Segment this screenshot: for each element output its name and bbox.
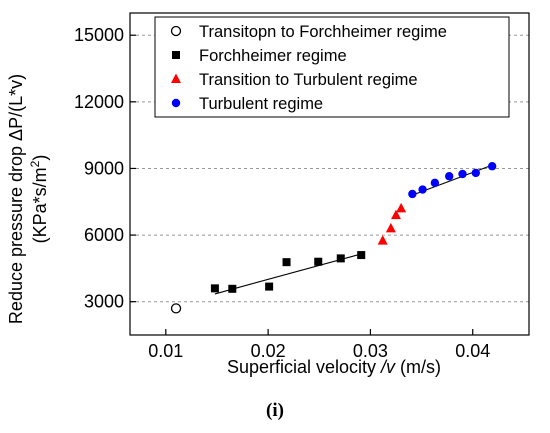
y-tick-label: 9000 <box>84 158 124 178</box>
x-axis-title: Superficial velocity /v (m/s) <box>227 357 441 377</box>
y-tick-label: 3000 <box>84 292 124 312</box>
legend-label: Transitopn to Forchheimer regime <box>199 23 447 41</box>
data-point <box>391 209 401 220</box>
x-tick-label: 0.03 <box>353 341 388 361</box>
data-point <box>385 222 396 233</box>
scatter-chart: 3000 6000 9000 12000 15000 0.01 0.02 0.03 0.04 T… <box>6 12 530 377</box>
x-tick-label: 0.04 <box>455 341 490 361</box>
data-point <box>430 178 440 188</box>
data-point <box>170 303 182 314</box>
data-point <box>458 169 467 179</box>
legend-box <box>154 16 510 118</box>
legend-marker <box>170 25 182 37</box>
data-point <box>396 202 407 213</box>
data-point <box>408 189 417 199</box>
data-point <box>336 254 345 263</box>
data-point <box>265 282 274 291</box>
y-tick-label: 15000 <box>74 25 124 45</box>
axis-ticks: 3000 6000 9000 12000 15000 0.01 0.02 0.03 0.04 <box>74 25 490 361</box>
data-points <box>170 162 497 314</box>
legend-label: Turbulent regime <box>199 95 323 113</box>
data-point <box>228 284 237 293</box>
data-point <box>357 251 366 260</box>
data-point <box>282 258 291 267</box>
fit-lines <box>214 164 493 295</box>
data-point <box>377 235 388 245</box>
legend-label: Forchheimer regime <box>199 47 347 65</box>
legend-marker <box>171 73 181 83</box>
y-axis-title-line1: Reduce pressure drop ΔP/(L*v) <box>6 74 26 324</box>
legend-marker <box>172 51 180 59</box>
x-tick-label: 0.01 <box>148 341 183 361</box>
plot-frame <box>129 12 530 336</box>
y-tick-label: 6000 <box>84 225 124 245</box>
legend-marker <box>171 98 181 108</box>
y-tick-label: 12000 <box>74 92 124 112</box>
data-point <box>445 172 454 181</box>
data-point <box>314 257 323 266</box>
legend-label: Transition to Turbulent regime <box>199 71 418 89</box>
data-point <box>210 284 219 293</box>
figure-caption: (i) <box>266 400 284 421</box>
data-point <box>471 168 480 178</box>
y-axis-title: Reduce pressure drop ΔP/(L*v) (KPa*s/m2) <box>6 74 50 324</box>
legend: Transitopn to Forchheimer regime Forchhei… <box>154 16 510 118</box>
data-point <box>487 162 497 171</box>
y-axis-title-line2: (KPa*s/m2) <box>28 155 50 244</box>
x-tick-label: 0.02 <box>251 341 286 361</box>
data-point <box>418 185 427 194</box>
